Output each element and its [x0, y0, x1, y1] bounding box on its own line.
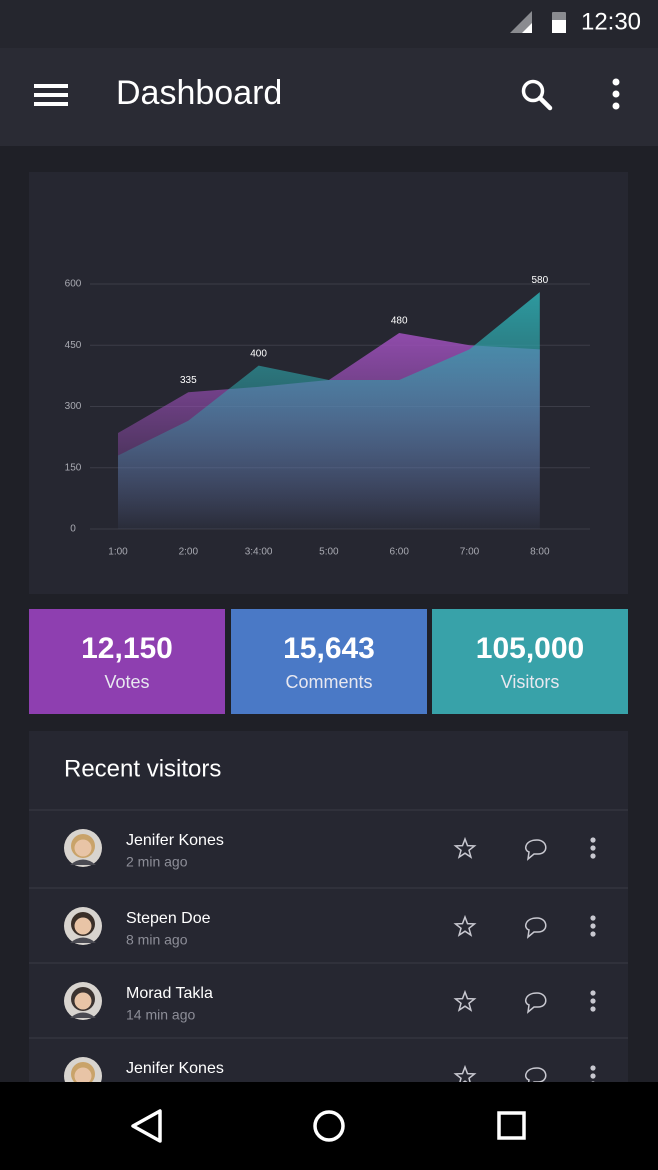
- star-button[interactable]: [453, 989, 477, 1012]
- stat-label: Votes: [104, 672, 149, 692]
- comment-button[interactable]: [524, 917, 547, 939]
- stat-value: 105,000: [476, 632, 584, 665]
- chart: 0 150 300 450 600 1:00 2:00 3:4:00 5:00 6:00 7:00 8…: [65, 275, 590, 558]
- visitor-name: Stepen Doe: [126, 910, 211, 927]
- avatar[interactable]: [64, 829, 102, 867]
- stat-label: Comments: [285, 672, 372, 692]
- area: [118, 292, 540, 529]
- item-menu-button[interactable]: [590, 915, 596, 937]
- dot: [590, 837, 596, 843]
- home-button[interactable]: [313, 1110, 345, 1142]
- star-button[interactable]: [453, 836, 477, 859]
- x-tick-label: 2:00: [179, 547, 199, 558]
- dot: [590, 1073, 596, 1079]
- dot: [590, 915, 596, 921]
- menu-button[interactable]: [34, 84, 68, 106]
- dot: [590, 998, 596, 1004]
- dot: [590, 990, 596, 996]
- status-time: 12:30: [581, 8, 641, 35]
- visitors-title: Recent visitors: [64, 755, 221, 782]
- stat-value: 12,150: [81, 632, 173, 665]
- visitor-name: Jenifer Kones: [126, 1060, 224, 1077]
- x-tick-label: 6:00: [389, 547, 409, 558]
- app-title: Dashboard: [116, 74, 282, 112]
- item-menu-button[interactable]: [590, 837, 596, 859]
- dot: [590, 931, 596, 937]
- signal-icon: [510, 11, 532, 33]
- data-label: 335: [180, 375, 197, 386]
- avatar[interactable]: [64, 982, 102, 1020]
- visitor-time: 2 min ago: [126, 854, 188, 870]
- avatar-face: [74, 917, 92, 935]
- x-tick-label: 7:00: [460, 547, 480, 558]
- overflow-button[interactable]: [612, 78, 620, 110]
- visitor-name: Jenifer Kones: [126, 832, 224, 849]
- star-button[interactable]: [453, 1064, 477, 1085]
- data-label: 400: [250, 348, 267, 359]
- avatar-face: [74, 839, 92, 857]
- visitors-list: Jenifer Kones 2 min ago Stepen Doe 8 min ag…: [29, 809, 628, 1095]
- item-menu-button[interactable]: [590, 990, 596, 1012]
- visitor-time: 8 min ago: [126, 932, 188, 948]
- stat-card: [432, 609, 628, 714]
- recents-button[interactable]: [497, 1111, 526, 1140]
- stats-row: 12,150 Votes 15,643 Comments 105,000 Visitors: [29, 609, 628, 714]
- dot: [591, 1081, 595, 1082]
- dot: [590, 1006, 596, 1012]
- data-label: 480: [391, 316, 408, 327]
- stat-label: Visitors: [501, 672, 560, 692]
- x-tick-label: 8:00: [530, 547, 550, 558]
- y-tick-label: 0: [70, 524, 76, 535]
- x-tick-label: 3:4:00: [245, 547, 273, 558]
- visitor-time: 14 min ago: [126, 1007, 195, 1023]
- avatar-face: [74, 1067, 92, 1082]
- dot: [590, 845, 596, 851]
- item-menu-button[interactable]: [590, 1065, 596, 1086]
- avatar-body: [70, 859, 96, 865]
- y-tick-label: 300: [65, 401, 82, 412]
- avatar-body: [70, 937, 96, 943]
- y-tick-label: 600: [65, 279, 82, 290]
- back-button[interactable]: [131, 1109, 162, 1143]
- avatar-face: [74, 992, 92, 1010]
- app-bar: [0, 48, 658, 146]
- visitors-card: [29, 731, 628, 1082]
- avatar-body: [70, 1012, 96, 1018]
- dot: [590, 1065, 596, 1071]
- stat-card: [29, 609, 225, 714]
- x-tick-label: 1:00: [108, 547, 128, 558]
- avatar[interactable]: [64, 1057, 102, 1095]
- comment-button[interactable]: [524, 1067, 547, 1087]
- dot: [590, 923, 596, 929]
- status-bar: [0, 0, 658, 48]
- signal-icon: [522, 23, 532, 33]
- avatar[interactable]: [64, 907, 102, 945]
- search-button[interactable]: [521, 79, 553, 111]
- nav-bar: [0, 1082, 658, 1170]
- data-label: 580: [531, 275, 548, 286]
- x-tick-label: 5:00: [319, 547, 339, 558]
- battery-icon: [552, 20, 566, 33]
- visitor-name: Morad Takla: [126, 985, 213, 1002]
- comment-button[interactable]: [524, 839, 547, 861]
- comment-button[interactable]: [524, 992, 547, 1014]
- y-tick-label: 450: [65, 340, 82, 351]
- y-tick-label: 150: [65, 462, 82, 473]
- stat-value: 15,643: [283, 632, 375, 665]
- dot: [590, 853, 596, 859]
- stat-card: [231, 609, 427, 714]
- star-button[interactable]: [453, 914, 477, 937]
